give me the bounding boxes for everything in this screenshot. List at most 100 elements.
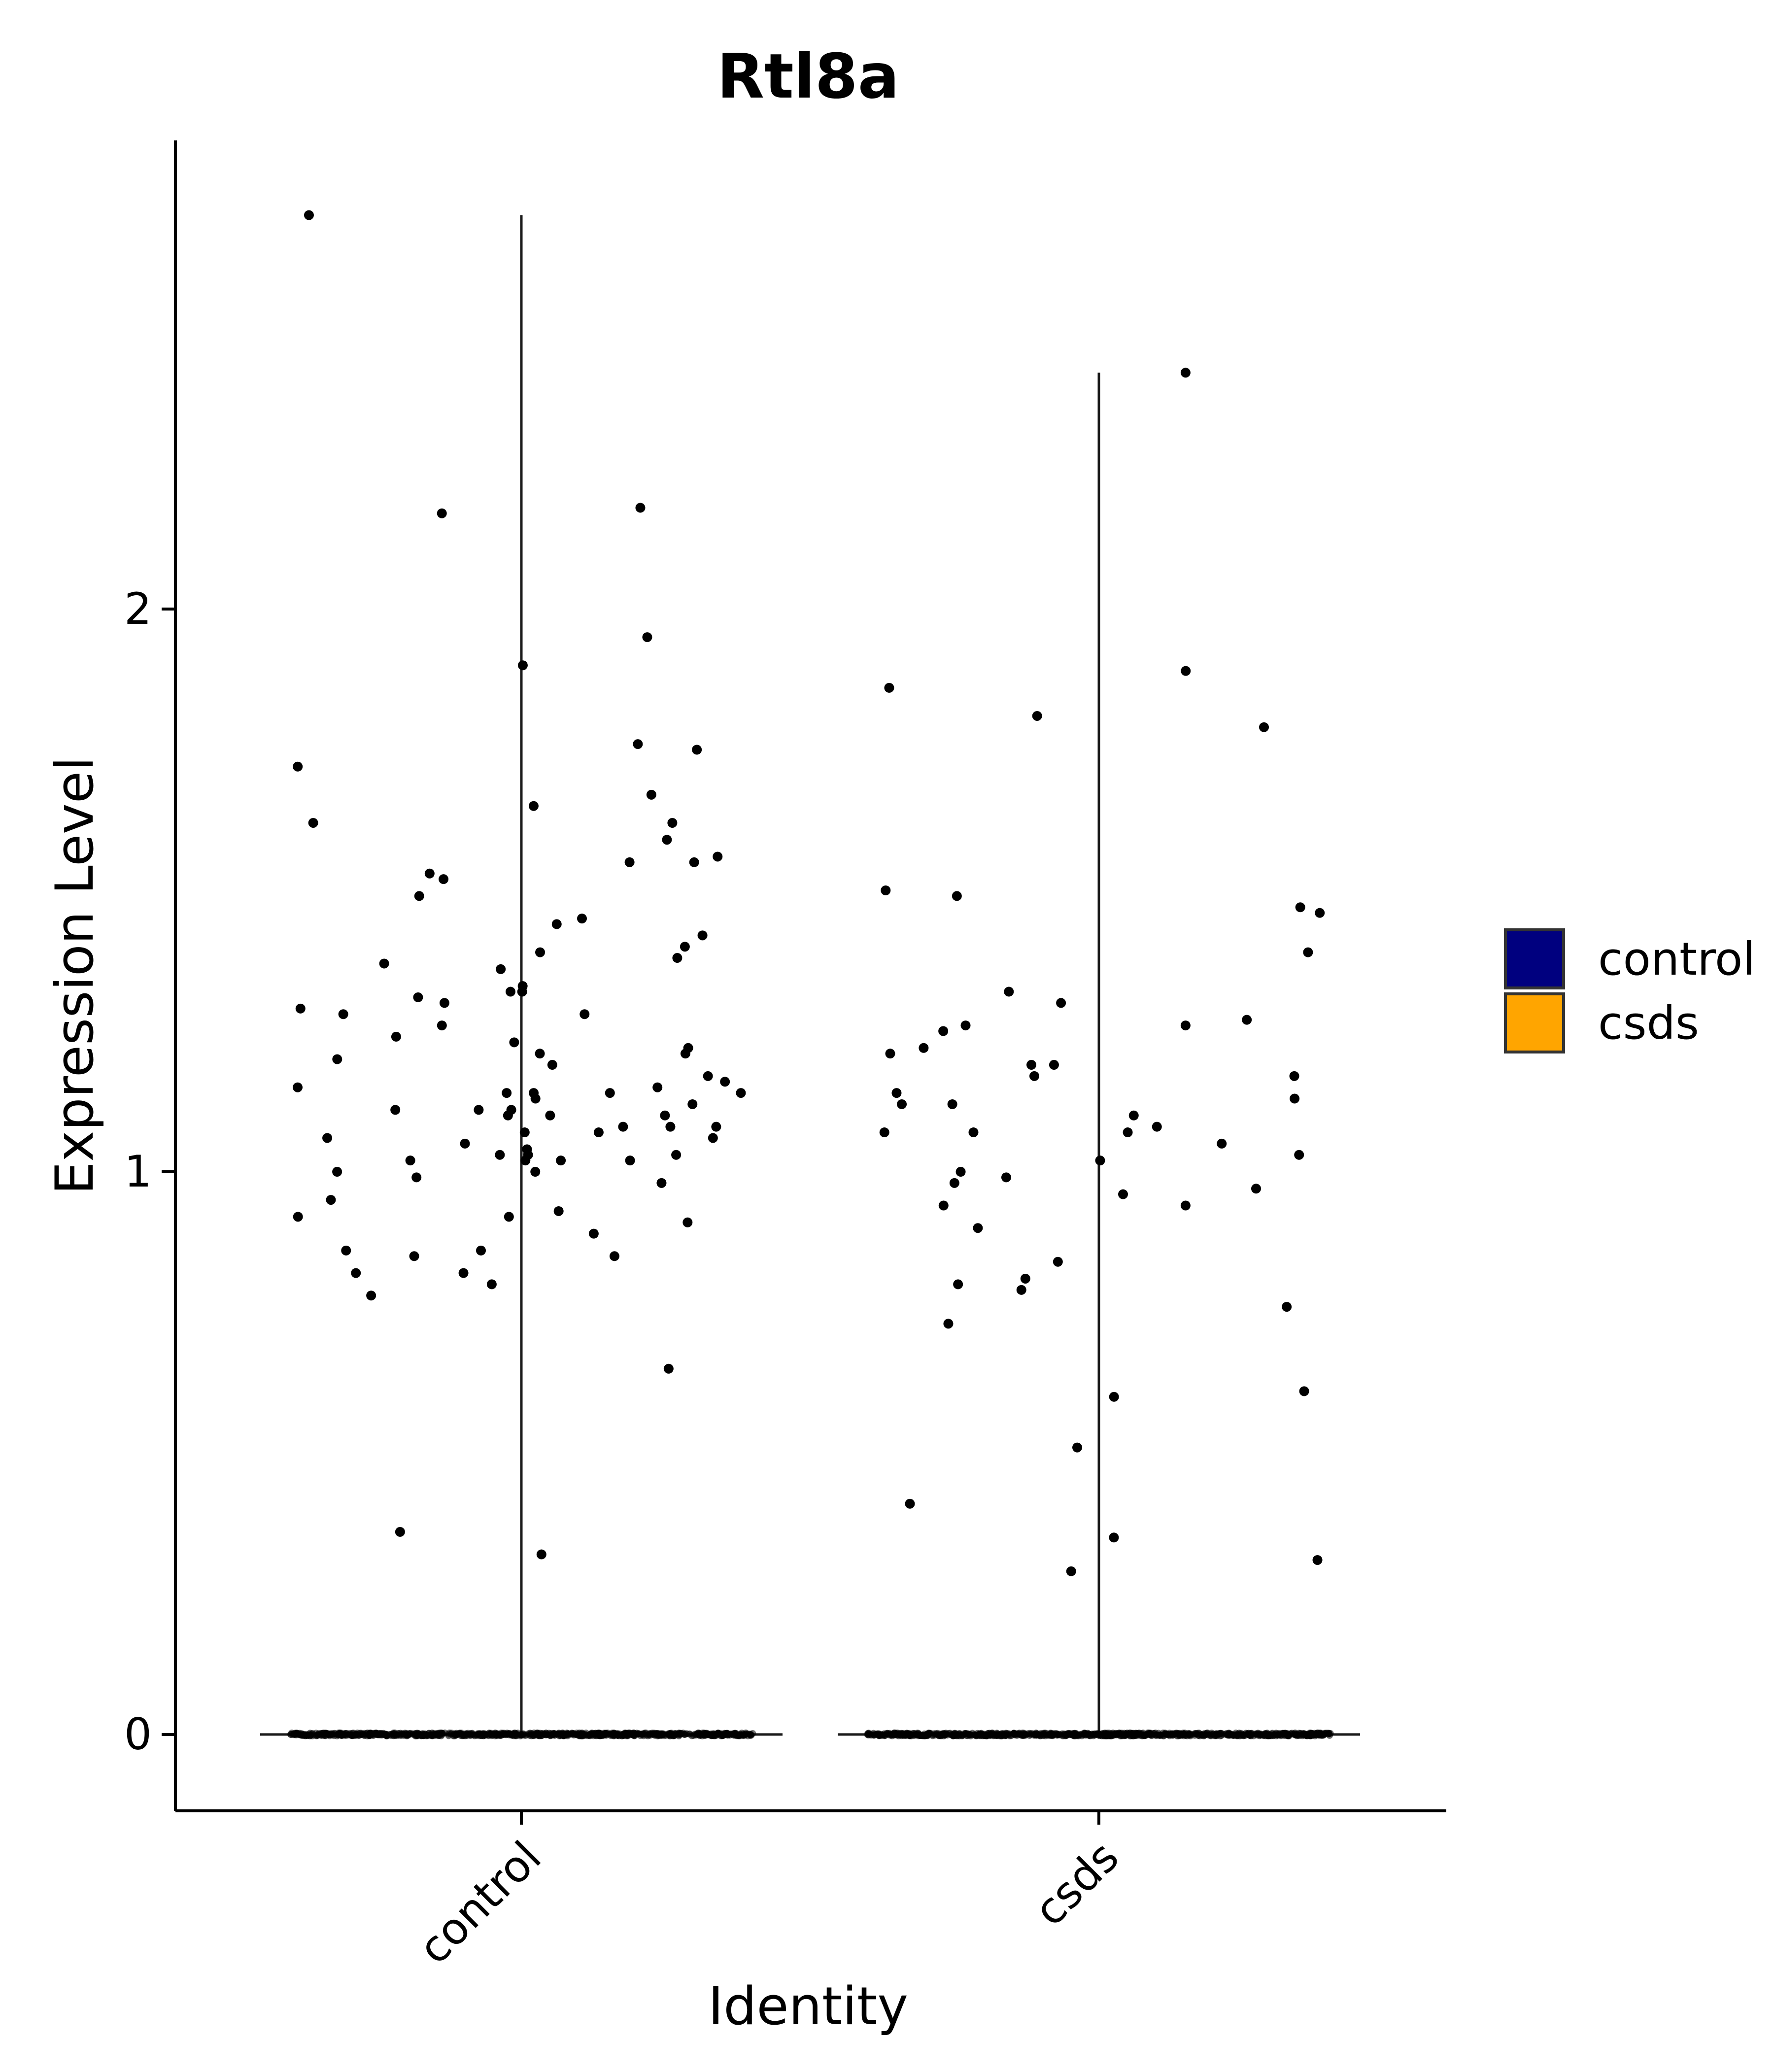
zero-point-csds — [1071, 1730, 1078, 1737]
data-point-control — [588, 1228, 599, 1239]
data-point-csds — [891, 1088, 902, 1098]
zero-point-csds — [1187, 1731, 1194, 1738]
data-point-csds — [1123, 1127, 1133, 1138]
data-point-control — [536, 1549, 546, 1560]
zero-point-csds — [1244, 1731, 1251, 1738]
zero-point-csds — [1281, 1732, 1288, 1739]
zero-point-control — [314, 1732, 322, 1739]
data-point-control — [293, 1212, 303, 1222]
data-point-control — [551, 919, 562, 929]
zero-point-csds — [1146, 1731, 1154, 1738]
data-point-csds — [1295, 902, 1305, 913]
data-point-csds — [1066, 1566, 1076, 1576]
x-axis-title: Identity — [708, 1976, 908, 2037]
data-point-control — [437, 508, 447, 518]
zero-point-csds — [1082, 1732, 1089, 1739]
zero-point-csds — [1216, 1730, 1223, 1737]
zero-point-control — [493, 1732, 501, 1739]
data-point-control — [697, 930, 708, 941]
data-point-csds — [879, 1127, 889, 1138]
zero-point-csds — [1325, 1730, 1332, 1737]
data-point-control — [682, 1217, 693, 1227]
data-point-control — [409, 1251, 419, 1261]
zero-point-csds — [864, 1730, 872, 1737]
data-point-csds — [1180, 1200, 1191, 1211]
data-point-control — [689, 857, 699, 867]
data-point-control — [390, 1105, 401, 1115]
y-axis-title: Expression Level — [44, 757, 105, 1195]
zero-point-control — [339, 1730, 346, 1737]
data-point-csds — [884, 682, 894, 693]
zero-point-control — [397, 1731, 404, 1738]
zero-point-control — [486, 1731, 494, 1738]
data-point-control — [304, 210, 314, 220]
zero-point-control — [531, 1731, 539, 1738]
data-point-control — [411, 1172, 422, 1183]
data-point-csds — [1109, 1532, 1119, 1543]
zero-point-csds — [1021, 1731, 1028, 1738]
zero-point-csds — [950, 1731, 957, 1738]
zero-point-csds — [1049, 1731, 1057, 1738]
zero-point-control — [506, 1730, 513, 1737]
data-point-csds — [938, 1200, 949, 1211]
zero-point-control — [321, 1731, 329, 1738]
zero-point-csds — [1035, 1732, 1042, 1739]
data-point-csds — [947, 1099, 957, 1109]
zero-point-csds — [903, 1730, 911, 1737]
zero-point-csds — [1013, 1732, 1021, 1739]
zero-point-control — [405, 1732, 412, 1739]
legend-label-control: control — [1598, 933, 1755, 985]
zero-point-control — [519, 1732, 526, 1739]
zero-point-csds — [916, 1732, 923, 1739]
zero-point-csds — [994, 1730, 1001, 1737]
data-point-csds — [938, 1026, 949, 1036]
x-tick-label: control — [409, 1832, 551, 1974]
data-point-control — [692, 745, 702, 755]
data-point-control — [662, 835, 672, 845]
data-point-csds — [1217, 1138, 1227, 1149]
data-point-csds — [1049, 1060, 1059, 1070]
data-point-control — [720, 1077, 730, 1087]
zero-point-csds — [1250, 1732, 1257, 1739]
data-point-control — [667, 817, 678, 828]
data-point-csds — [1026, 1060, 1037, 1070]
data-point-csds — [1001, 1172, 1011, 1183]
data-point-csds — [960, 1020, 971, 1031]
data-point-control — [577, 914, 587, 924]
data-point-csds — [1004, 986, 1014, 997]
zero-point-control — [586, 1732, 594, 1739]
data-point-csds — [1312, 1555, 1323, 1565]
data-point-csds — [1315, 908, 1325, 918]
zero-point-control — [418, 1732, 426, 1739]
zero-point-control — [717, 1732, 724, 1739]
x-tick-label: csds — [1024, 1832, 1128, 1936]
zero-point-control — [696, 1732, 703, 1739]
data-point-csds — [1020, 1273, 1030, 1284]
zero-point-csds — [1110, 1731, 1118, 1738]
data-point-control — [713, 851, 723, 862]
data-point-control — [703, 1071, 713, 1081]
data-point-control — [646, 789, 656, 800]
zero-point-control — [366, 1731, 374, 1738]
y-tick-label: 0 — [124, 1709, 152, 1760]
y-tick-label: 1 — [124, 1146, 152, 1197]
data-point-control — [391, 1031, 401, 1042]
zero-point-control — [599, 1732, 607, 1739]
data-point-control — [556, 1155, 566, 1166]
data-point-control — [502, 1088, 512, 1098]
zero-point-control — [725, 1731, 733, 1738]
zero-point-csds — [924, 1732, 931, 1739]
data-point-control — [671, 1150, 682, 1160]
data-point-control — [545, 1110, 555, 1121]
data-point-csds — [1259, 722, 1269, 732]
zero-point-control — [456, 1730, 464, 1737]
data-point-control — [736, 1088, 746, 1098]
zero-point-control — [426, 1732, 434, 1739]
data-point-control — [295, 1003, 306, 1014]
zero-point-csds — [1028, 1730, 1036, 1737]
zero-point-csds — [1002, 1730, 1010, 1737]
data-point-control — [553, 1206, 564, 1216]
data-point-control — [609, 1251, 619, 1261]
